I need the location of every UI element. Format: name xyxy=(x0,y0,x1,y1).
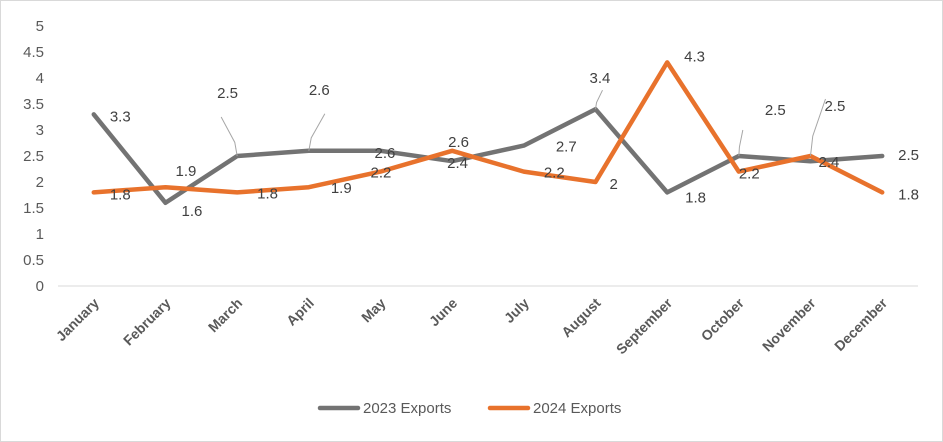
legend: 2023 Exports 2024 Exports xyxy=(317,400,621,417)
data-label: 2.7 xyxy=(556,139,577,156)
x-axis: January February March April May June July Augu… xyxy=(53,285,918,357)
data-label: 3.3 xyxy=(110,108,131,125)
x-tick-label: May xyxy=(358,295,389,326)
data-label: 4.3 xyxy=(684,48,705,65)
y-axis: 0 0.5 1 1.5 2 2.5 3 3.5 4 4.5 5 xyxy=(23,18,44,295)
y-tick-label: 4 xyxy=(36,70,44,87)
data-label: 2.4 xyxy=(819,154,840,171)
leader-line xyxy=(738,129,744,157)
data-label: 1.8 xyxy=(110,186,131,203)
data-label: 2.5 xyxy=(825,98,846,115)
data-label: 1.9 xyxy=(331,180,352,197)
legend-label: 2024 Exports xyxy=(533,400,621,417)
x-tick-label: June xyxy=(426,295,461,330)
x-tick-label: April xyxy=(283,295,317,329)
y-tick-label: 1.5 xyxy=(23,200,44,217)
y-tick-label: 3.5 xyxy=(23,96,44,113)
series-line-1 xyxy=(91,106,885,206)
x-tick-label: February xyxy=(120,295,174,349)
data-label: 2.5 xyxy=(217,85,238,102)
data-label: 3.4 xyxy=(590,70,611,87)
label-leader-lines xyxy=(220,89,826,157)
data-label: 2.4 xyxy=(447,155,468,172)
y-tick-label: 3 xyxy=(36,122,44,139)
legend-label: 2023 Exports xyxy=(363,400,451,417)
x-tick-label: October xyxy=(698,294,748,344)
leader-line xyxy=(308,113,326,151)
x-tick-label: November xyxy=(759,294,819,354)
y-tick-label: 5 xyxy=(36,18,44,35)
data-label: 2.6 xyxy=(309,82,330,99)
y-tick-label: 1 xyxy=(36,226,44,243)
data-label: 2.5 xyxy=(898,147,919,164)
data-label: 2.2 xyxy=(371,165,392,182)
x-tick-label: December xyxy=(831,294,891,354)
leader-line xyxy=(810,98,826,157)
x-tick-label: September xyxy=(613,294,676,357)
data-label: 2 xyxy=(610,176,618,193)
y-tick-label: 2 xyxy=(36,174,44,191)
data-label: 1.8 xyxy=(685,189,706,206)
x-tick-label: July xyxy=(501,295,532,326)
x-tick-label: January xyxy=(53,295,102,344)
x-tick-label: August xyxy=(558,295,604,341)
y-tick-label: 0 xyxy=(36,278,44,295)
data-label: 1.6 xyxy=(182,203,203,220)
leader-line xyxy=(220,116,238,157)
data-label: 1.8 xyxy=(257,185,278,202)
data-label: 2.2 xyxy=(739,166,760,183)
series-line-2 xyxy=(91,60,885,195)
data-label: 1.9 xyxy=(176,163,197,180)
data-label: 2.6 xyxy=(375,145,396,162)
data-labels: 3.3 1.6 2.5 2.6 2.6 2.4 2.7 3.4 1.8 2.5 2.4 2.5 1.8 1… xyxy=(110,48,919,219)
data-label: 2.5 xyxy=(765,102,786,119)
data-label: 2.6 xyxy=(448,134,469,151)
series-lines xyxy=(91,60,885,206)
y-tick-label: 0.5 xyxy=(23,252,44,269)
y-tick-label: 2.5 xyxy=(23,148,44,165)
x-tick-label: March xyxy=(205,295,245,335)
y-tick-label: 4.5 xyxy=(23,44,44,61)
leader-line xyxy=(595,89,603,110)
data-label: 1.8 xyxy=(898,186,919,203)
data-label: 2.2 xyxy=(544,165,565,182)
